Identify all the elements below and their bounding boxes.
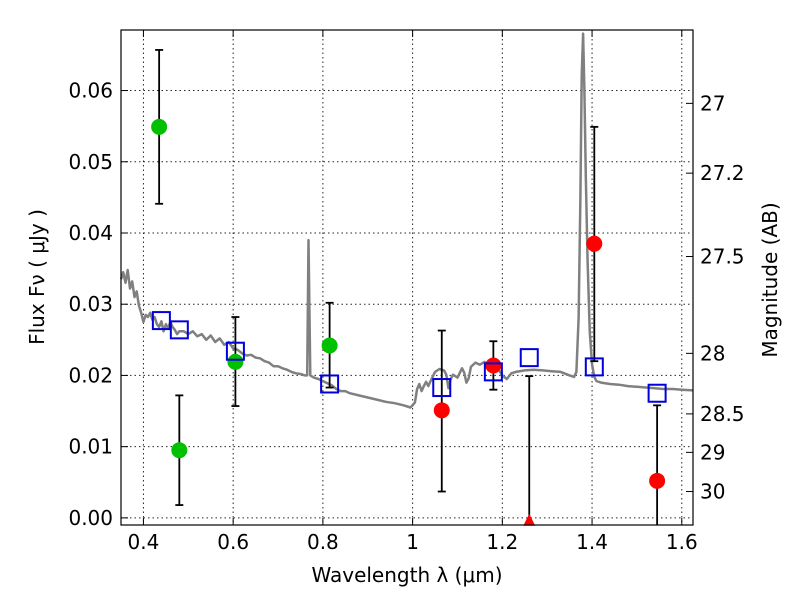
model-photometry-marker [483, 362, 503, 382]
right-axis-title: Magnitude (AB) [758, 202, 782, 357]
green-points-marker [321, 337, 338, 354]
model-photometry-marker [320, 374, 340, 394]
right-tick-label: 27.2 [700, 161, 745, 185]
model-photometry-marker [225, 341, 245, 361]
x-tick-label: 0.6 [217, 530, 249, 554]
y-tick-label: 0.00 [68, 506, 113, 530]
red-points-marker [485, 357, 502, 374]
model-spectrum-line [119, 32, 694, 409]
right-tick-label: 28.5 [700, 402, 745, 426]
y-tick-label: 0.02 [68, 363, 113, 387]
data-markers [151, 118, 667, 526]
green-points-marker [171, 442, 188, 459]
model-photometry-marker [647, 383, 667, 403]
y-axis-title: Flux Fν ( μJy ) [25, 209, 49, 345]
model-photometry-marker [169, 320, 189, 340]
y-tick-label: 0.05 [68, 150, 113, 174]
x-tick-label: 0.4 [128, 530, 160, 554]
right-tick-label: 27.5 [700, 244, 745, 268]
green-points-marker [227, 353, 244, 370]
y-tick-label: 0.01 [68, 435, 113, 459]
right-tick-label: 29 [700, 440, 725, 464]
x-tick-label: 1.2 [486, 530, 518, 554]
plot-frame [120, 29, 694, 526]
y-tick-label: 0.04 [68, 221, 113, 245]
right-tick-label: 28 [700, 341, 725, 365]
green-points-marker [151, 118, 168, 135]
x-axis-title: Wavelength λ (μm) [311, 563, 502, 587]
model-spectrum [119, 32, 694, 409]
model-photometry-marker [519, 348, 539, 368]
x-tick-label: 1 [406, 530, 419, 554]
y-tick-label: 0.06 [68, 79, 113, 103]
red-upper-limit-marker [523, 513, 536, 526]
grid [121, 30, 693, 525]
model-photometry-marker [584, 357, 604, 377]
y-tick-label: 0.03 [68, 292, 113, 316]
right-tick-label: 30 [700, 480, 725, 504]
y-axis-ticks: 0.00 0.01 0.02 0.03 0.04 0.05 0.06 [68, 79, 128, 530]
x-axis-ticks: 0.4 0.6 0.8 1 1.2 1.4 1.6 [128, 30, 698, 554]
red-points-marker [649, 472, 666, 489]
red-points-marker [433, 402, 450, 419]
red-points-marker [586, 235, 603, 252]
right-tick-label: 27 [700, 91, 725, 115]
model-photometry-marker [432, 378, 452, 398]
right-axis-ticks: 27 27.2 27.5 28 28.5 29 30 [686, 91, 745, 504]
x-tick-label: 1.4 [576, 530, 608, 554]
x-tick-label: 0.8 [307, 530, 339, 554]
x-tick-label: 1.6 [666, 530, 698, 554]
